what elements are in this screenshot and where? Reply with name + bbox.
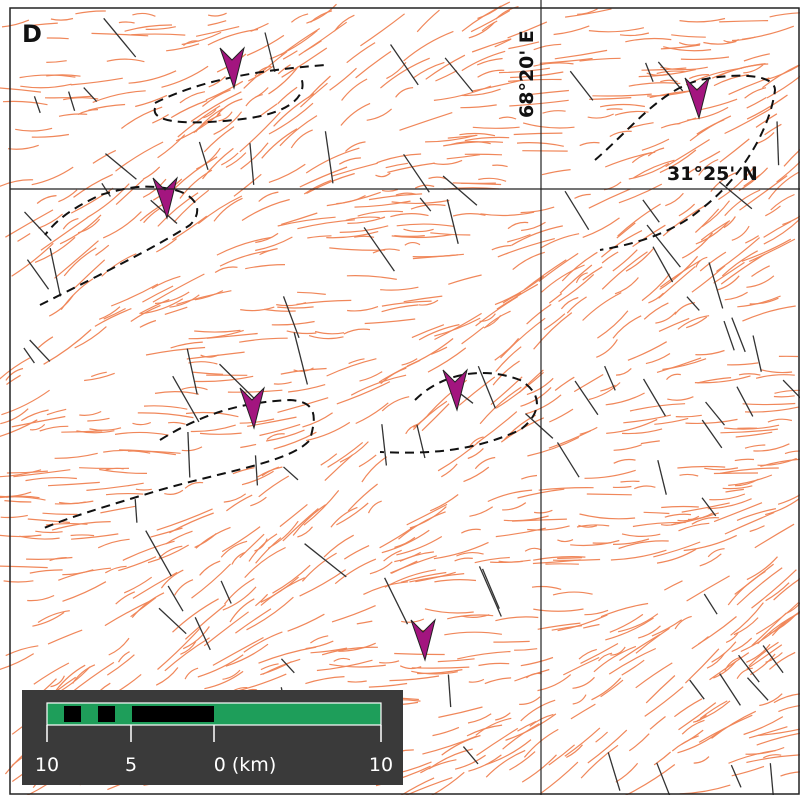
scale-bar-segment bbox=[98, 706, 115, 722]
lineament bbox=[714, 473, 758, 474]
scale-label: 10 bbox=[369, 754, 393, 776]
geologic-map: D 68°20' E 31°25' N 10 5 0 (km) 10 bbox=[0, 0, 800, 795]
longitude-label: 68°20' E bbox=[516, 30, 538, 118]
scale-bar-segment bbox=[64, 706, 81, 722]
scale-label: 5 bbox=[125, 754, 137, 776]
lineament bbox=[587, 494, 632, 495]
panel-label: D bbox=[22, 20, 42, 48]
scale-bar-segment bbox=[132, 706, 214, 722]
lineament bbox=[465, 154, 502, 155]
latitude-label: 31°25' N bbox=[667, 163, 758, 185]
scale-label: 10 bbox=[35, 754, 59, 776]
scale-bar: 10 5 0 (km) 10 bbox=[22, 690, 403, 785]
scale-label: 0 (km) bbox=[214, 754, 276, 776]
background bbox=[0, 0, 800, 795]
lineament bbox=[71, 535, 95, 536]
